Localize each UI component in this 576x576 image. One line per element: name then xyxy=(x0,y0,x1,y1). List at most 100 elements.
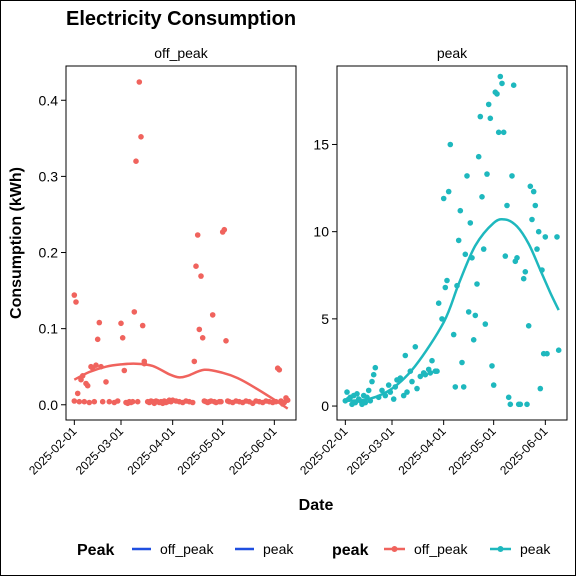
data-point xyxy=(485,101,492,108)
data-point xyxy=(191,358,198,365)
data-point xyxy=(189,399,196,406)
data-point xyxy=(504,202,510,209)
data-point xyxy=(223,338,229,344)
data-point xyxy=(138,134,144,140)
data-point xyxy=(544,350,550,357)
data-point xyxy=(139,322,146,329)
data-point xyxy=(344,389,350,395)
data-point xyxy=(532,202,539,209)
data-point xyxy=(76,398,83,405)
y-axis-title: Consumption (kWh) xyxy=(8,167,25,319)
data-point xyxy=(276,367,283,373)
data-point xyxy=(198,273,204,279)
data-point xyxy=(118,320,124,327)
data-point xyxy=(422,371,429,378)
data-point xyxy=(404,389,410,395)
data-point xyxy=(444,277,450,284)
data-point xyxy=(455,237,462,244)
data-point xyxy=(218,398,224,405)
legend-off-peak-line-label: off_peak xyxy=(160,541,214,557)
data-point xyxy=(494,91,500,97)
data-point xyxy=(460,384,467,390)
data-point xyxy=(524,401,530,408)
x-axis-title: Date xyxy=(299,497,334,514)
chart-title: Electricity Consumption xyxy=(66,8,296,30)
data-point xyxy=(517,401,524,408)
data-point xyxy=(520,275,527,282)
data-point xyxy=(477,113,484,120)
y-tick-label: 15 xyxy=(313,136,329,152)
data-point xyxy=(490,382,497,388)
data-point xyxy=(379,387,385,394)
panel-off-peak-trend-line xyxy=(73,362,289,410)
data-point xyxy=(480,246,487,252)
data-point xyxy=(94,336,101,343)
data-point xyxy=(96,319,103,326)
y-tick-label: 0.0 xyxy=(39,397,59,413)
y-tick-label: 0.4 xyxy=(39,92,59,108)
data-point xyxy=(445,188,452,195)
data-point xyxy=(134,398,141,405)
legend-peak-title: Peak xyxy=(77,542,114,559)
data-point xyxy=(196,326,203,333)
data-point xyxy=(199,335,206,341)
data-point xyxy=(103,379,109,385)
data-point xyxy=(527,183,534,190)
data-point xyxy=(409,378,415,385)
data-point xyxy=(502,253,509,259)
data-point xyxy=(509,173,515,179)
data-point xyxy=(417,373,424,380)
legend-peak-points-title: peak xyxy=(332,542,369,559)
data-point xyxy=(133,158,139,164)
data-point xyxy=(554,234,560,240)
y-tick-label: 0 xyxy=(321,398,329,414)
data-point xyxy=(71,398,78,404)
panel-peak-trend-line xyxy=(345,217,560,403)
facet-label-peak: peak xyxy=(437,45,468,61)
legend-peak-points-label: peak xyxy=(520,541,551,557)
data-point xyxy=(131,309,138,315)
data-point xyxy=(93,362,99,369)
data-point xyxy=(542,234,549,240)
data-point xyxy=(114,398,121,404)
data-point xyxy=(534,246,540,252)
legend-peak-points: peak off_peak peak xyxy=(332,541,551,559)
data-point xyxy=(470,337,477,343)
data-point xyxy=(372,364,379,371)
data-point xyxy=(484,171,490,177)
data-point xyxy=(462,251,469,258)
data-point xyxy=(535,228,542,235)
legend-off-peak-points-label: off_peak xyxy=(414,541,468,557)
data-point xyxy=(86,399,93,406)
data-point xyxy=(510,82,517,88)
panel-peak-y-axis: 0 5 10 15 xyxy=(313,136,337,414)
data-point xyxy=(365,387,372,394)
legend-peak-lines: Peak off_peak peak xyxy=(77,541,294,559)
panel-off-peak-frame xyxy=(65,65,297,421)
data-point xyxy=(390,396,397,402)
data-point xyxy=(429,357,435,364)
facet-label-off-peak: off_peak xyxy=(154,45,208,61)
data-point xyxy=(193,263,199,270)
data-point xyxy=(385,382,392,388)
data-point xyxy=(495,129,502,136)
data-point xyxy=(91,398,98,405)
data-point xyxy=(81,398,88,405)
data-point xyxy=(74,390,81,397)
data-point xyxy=(529,216,535,223)
data-point xyxy=(472,312,479,319)
data-point xyxy=(442,284,449,291)
data-point xyxy=(459,359,465,366)
data-point xyxy=(500,129,507,136)
panel-off-peak-y-axis: 0.0 0.1 0.2 0.3 0.4 xyxy=(39,92,66,413)
data-point xyxy=(369,378,375,385)
data-point xyxy=(507,401,514,408)
data-point xyxy=(284,397,291,404)
data-point xyxy=(487,115,494,122)
data-point xyxy=(71,292,78,298)
legend-peak-line-label: peak xyxy=(263,541,294,557)
data-point xyxy=(555,347,562,354)
data-point xyxy=(221,226,228,233)
